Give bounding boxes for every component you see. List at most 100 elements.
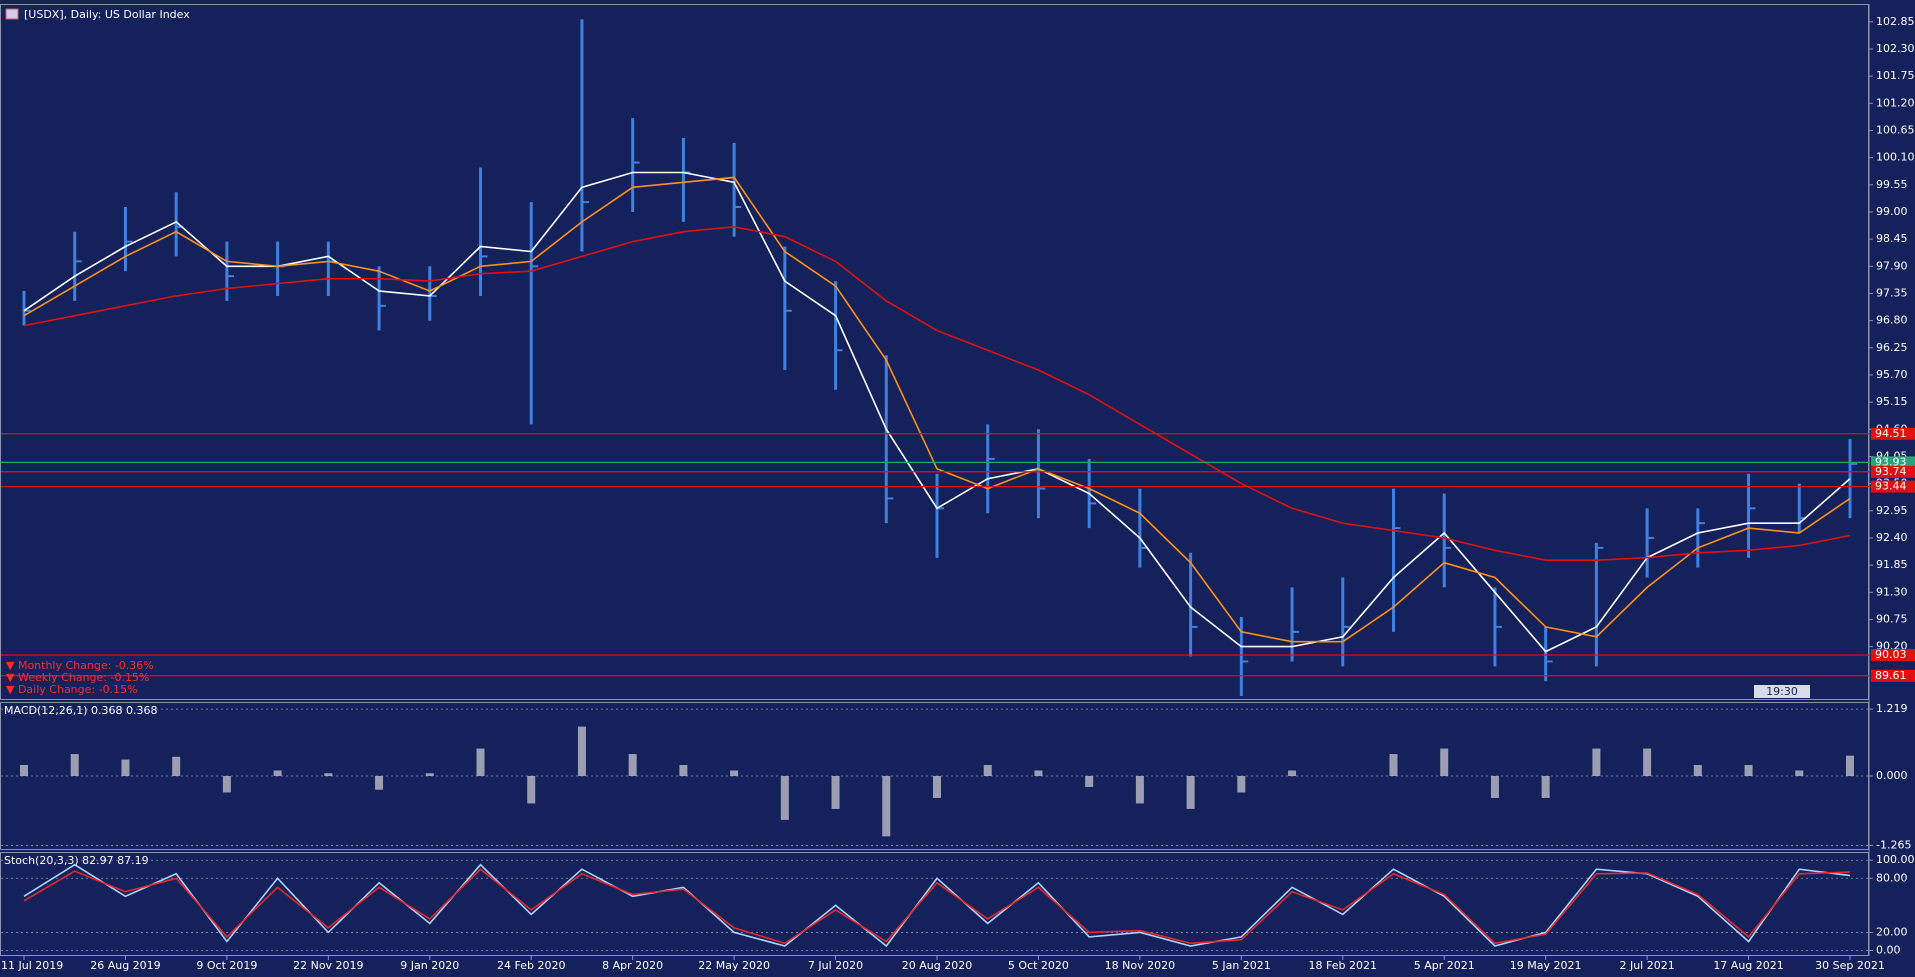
histogram-bar [1186,776,1195,809]
histogram-bar [1237,776,1246,793]
histogram-bar [1490,776,1499,798]
histogram-bar [1440,748,1449,776]
level-label: 90.03 [1875,648,1907,661]
histogram-bar [273,770,282,776]
indicator-line [23,176,1851,643]
histogram-bar [1744,765,1753,776]
y-tick-label: 100.00 [1876,853,1915,866]
x-tick-label: 9 Oct 2019 [196,959,257,972]
histogram-bar [1541,776,1550,798]
histogram-bar [679,765,688,776]
y-tick-label: 98.45 [1876,232,1908,245]
x-tick-label: 7 Jul 2020 [808,959,863,972]
chart-title: [USDX], Daily: US Dollar Index [24,8,190,21]
change-annotation: ▼ Daily Change: -0.15% [6,683,138,696]
x-tick-label: 5 Jan 2021 [1212,959,1271,972]
level-label-box [1871,456,1915,469]
level-label-box [1871,649,1915,662]
symbol-icon[interactable] [5,8,19,20]
y-tick-label: 0.000 [1876,769,1908,782]
x-tick-label: 18 Nov 2020 [1105,959,1175,972]
indicator-line [23,863,1851,948]
timer: 19:30 [1766,685,1798,698]
x-tick-label: 19 May 2021 [1510,959,1582,972]
x-tick-label: 9 Jan 2020 [400,959,459,972]
histogram-bar [527,776,536,804]
x-tick-label: 24 Feb 2020 [497,959,565,972]
y-tick-label: 97.90 [1876,259,1908,272]
indicator-line [23,171,1851,653]
x-tick-label: 22 May 2020 [698,959,770,972]
change-annotation: ▼ Monthly Change: -0.36% [6,659,154,672]
y-tick-label: 91.30 [1876,585,1908,598]
timer-box [1754,685,1810,698]
level-label: 94.51 [1875,427,1907,440]
y-tick-label: 101.20 [1876,96,1915,109]
indicator-line [23,225,1851,561]
y-tick-label: 92.40 [1876,531,1908,544]
histogram-bar [882,776,891,837]
y-tick-label: 97.35 [1876,286,1908,299]
x-tick-label: 17 Aug 2021 [1713,959,1783,972]
y-tick-label: 0.00 [1876,943,1901,956]
y-tick-label: 101.75 [1876,69,1915,82]
histogram-bar [324,773,333,776]
histogram-bar [20,765,28,776]
histogram-bar [1034,770,1043,776]
level-label-box [1871,465,1915,478]
x-tick-label: 22 Nov 2019 [293,959,363,972]
y-tick-label: 95.15 [1876,395,1908,408]
histogram-bar [1693,765,1702,776]
histogram-bar [1846,755,1854,776]
histogram-bar [1592,748,1601,776]
y-tick-label: 90.75 [1876,612,1908,625]
histogram-bar [933,776,941,798]
x-tick-label: 26 Aug 2019 [90,959,160,972]
histogram-bar [1795,770,1804,776]
histogram-bar [1288,770,1297,776]
y-tick-label: 100.65 [1876,123,1915,136]
level-label-box [1871,669,1915,682]
histogram-bar [121,759,130,776]
y-tick-label: 96.80 [1876,314,1908,327]
histogram-bar [70,754,79,776]
histogram-bar [831,776,840,809]
y-tick-label: 91.85 [1876,558,1908,571]
histogram-bar [425,773,434,776]
y-tick-label: 99.00 [1876,205,1908,218]
histogram-bar [476,748,485,776]
y-tick-label: 102.30 [1876,42,1915,55]
x-tick-label: 18 Feb 2021 [1309,959,1377,972]
histogram-bar [730,770,739,776]
histogram-bar [1389,754,1398,776]
level-label: 93.44 [1875,480,1907,493]
x-tick-label: 2 Jul 2021 [1619,959,1674,972]
indicator-title: MACD(12,26,1) 0.368 0.368 [4,704,158,717]
histogram-bar [983,765,992,776]
change-annotation: ▼ Weekly Change: -0.15% [6,671,149,684]
histogram-bar [780,776,789,820]
x-tick-label: 20 Aug 2020 [902,959,972,972]
level-label-box [1871,427,1915,440]
level-label: 93.74 [1875,465,1907,478]
level-label: 93.93 [1875,455,1907,468]
x-tick-label: 11 Jul 2019 [1,959,63,972]
histogram-bar [1085,776,1094,787]
y-tick-label: 95.70 [1876,368,1908,381]
y-tick-label: 80.00 [1876,871,1908,884]
histogram-bar [628,754,637,776]
histogram-bar [172,756,181,776]
y-tick-label: 1.219 [1876,702,1908,715]
y-tick-label: 96.25 [1876,341,1908,354]
x-tick-label: 5 Apr 2021 [1414,959,1475,972]
y-tick-label: 20.00 [1876,925,1908,938]
histogram-bar [375,776,384,790]
histogram-bar [1643,748,1652,776]
x-tick-label: 8 Apr 2020 [602,959,663,972]
histogram-bar [222,776,231,793]
histogram-bar [577,726,586,776]
x-tick-label: 30 Sep 2021 [1815,959,1885,972]
